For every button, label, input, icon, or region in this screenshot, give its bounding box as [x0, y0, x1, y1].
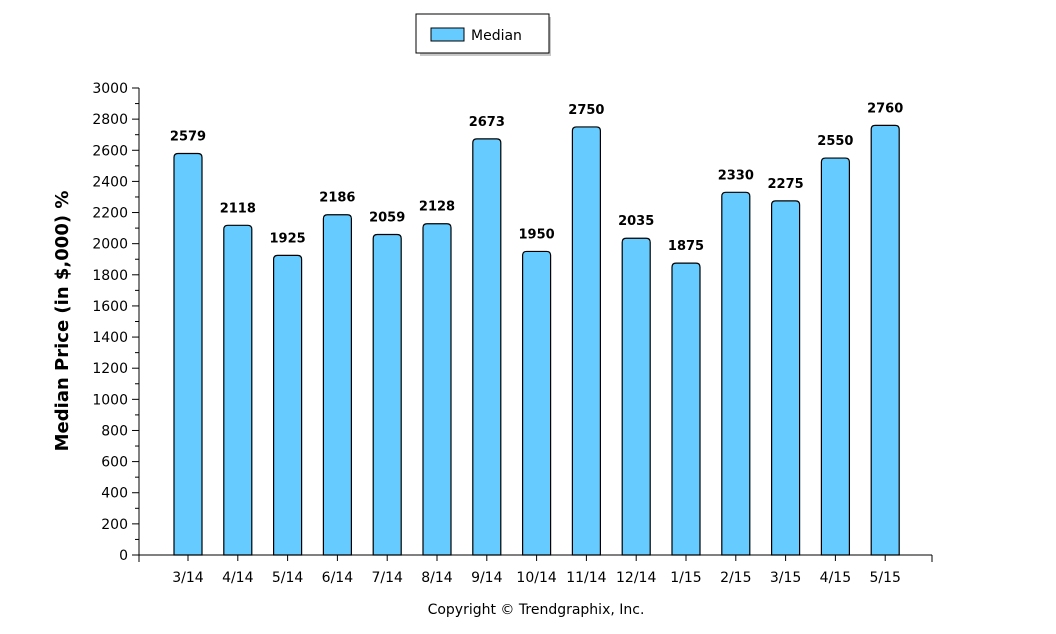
- y-axis: 0 200 400 600 800 1000 1200 1400 1600 1800 2000 220…: [92, 81, 140, 564]
- y-tick-label: 1400: [92, 330, 128, 346]
- x-axis: 3/14 4/14 5/14 6/14 7/14 8/14 9/14 10/14 11/14 12…: [138, 554, 933, 586]
- bar-9-14: [472, 138, 502, 556]
- data-label: 2118: [220, 201, 256, 216]
- y-tick-label: 600: [101, 455, 128, 471]
- x-tick-label: 9/14: [471, 570, 503, 586]
- y-axis-title: Median Price (in $,000) %: [52, 191, 73, 452]
- bar-4-15: [820, 157, 850, 556]
- y-tick-label: 2200: [92, 206, 128, 222]
- y-tick-label: 2000: [92, 237, 128, 253]
- bar-10-14: [522, 250, 552, 556]
- x-tick-label: 3/15: [770, 570, 801, 586]
- data-label: 2186: [319, 191, 355, 206]
- x-tick-label: 10/14: [516, 570, 556, 586]
- data-labels: 2579 2118 1925 2186 2059 2128 2673 1950 2750 2035…: [170, 101, 903, 254]
- x-tick-label: 2/15: [720, 570, 751, 586]
- x-tick-label: 4/15: [820, 570, 851, 586]
- bar-4-14: [223, 224, 253, 556]
- bar-3-14: [173, 152, 203, 556]
- data-label: 1950: [519, 227, 555, 242]
- y-tick-label: 1600: [92, 299, 128, 315]
- bar-7-14: [372, 233, 402, 556]
- y-tick-label: 1000: [92, 392, 128, 408]
- x-tick-label: 5/14: [272, 570, 304, 586]
- bar-1-15: [671, 262, 701, 556]
- x-tick-label: 8/14: [421, 570, 453, 586]
- data-label: 2579: [170, 130, 206, 145]
- data-label: 1925: [270, 231, 306, 246]
- y-tick-label: 1200: [92, 361, 128, 377]
- bar-12-14: [621, 237, 651, 556]
- data-label: 2550: [817, 134, 853, 149]
- copyright-text: Copyright © Trendgraphix, Inc.: [428, 602, 645, 618]
- x-tick-label: 6/14: [322, 570, 354, 586]
- bar-11-14: [571, 126, 601, 556]
- y-tick-label: 0: [119, 548, 128, 564]
- data-label: 2750: [568, 103, 604, 118]
- data-label: 2760: [867, 101, 903, 116]
- y-tick-label: 2600: [92, 143, 128, 159]
- bar-8-14: [422, 223, 452, 556]
- y-tick-label: 2800: [92, 112, 128, 128]
- bar-2-15: [721, 191, 751, 556]
- legend-label-median: Median: [471, 28, 522, 44]
- legend-swatch-median: [430, 27, 465, 42]
- x-tick-label: 5/15: [869, 570, 900, 586]
- y-tick-label: 3000: [92, 81, 128, 97]
- y-tick-label: 200: [101, 517, 128, 533]
- data-label: 2059: [369, 210, 405, 225]
- bar-5-15: [870, 124, 900, 556]
- y-tick-label: 2400: [92, 174, 128, 190]
- y-tick-label: 400: [101, 486, 128, 502]
- x-tick-label: 7/14: [371, 570, 403, 586]
- data-label: 1875: [668, 239, 704, 254]
- data-label: 2330: [718, 168, 754, 183]
- x-tick-label: 12/14: [616, 570, 656, 586]
- bar-6-14: [322, 214, 352, 556]
- bars: [173, 124, 900, 556]
- x-tick-label: 1/15: [670, 570, 701, 586]
- bar-5-14: [273, 254, 303, 556]
- legend: Median: [415, 13, 551, 56]
- data-label: 2275: [768, 177, 804, 192]
- x-tick-label: 4/14: [222, 570, 254, 586]
- data-label: 2128: [419, 200, 455, 215]
- y-tick-label: 1800: [92, 268, 128, 284]
- x-tick-label: 3/14: [172, 570, 204, 586]
- bar-3-15: [771, 200, 801, 556]
- y-tick-label: 800: [101, 423, 128, 439]
- data-label: 2035: [618, 214, 654, 229]
- data-label: 2673: [469, 115, 505, 130]
- x-tick-label: 11/14: [566, 570, 606, 586]
